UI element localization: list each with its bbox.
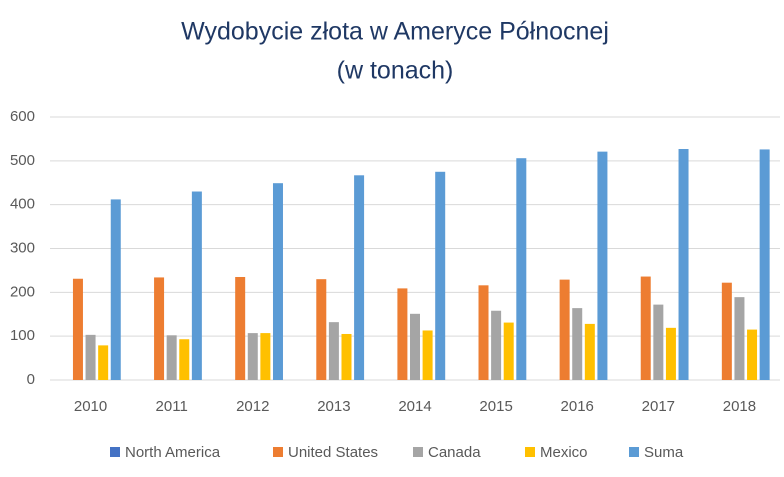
legend-label: United States xyxy=(288,444,378,461)
bar xyxy=(597,151,608,380)
bar xyxy=(747,329,758,380)
bar xyxy=(410,313,420,380)
bar xyxy=(435,171,446,380)
bar xyxy=(341,333,352,380)
bar xyxy=(572,308,583,380)
bar xyxy=(397,288,408,380)
bar xyxy=(759,149,770,380)
bar xyxy=(260,333,271,380)
x-tick-label: 2011 xyxy=(156,398,188,415)
y-tick-label: 0 xyxy=(27,371,35,388)
legend-swatch xyxy=(110,447,120,457)
bar xyxy=(734,297,745,380)
legend-label: Mexico xyxy=(540,444,588,461)
y-tick-label: 500 xyxy=(10,152,35,169)
bar xyxy=(328,322,339,380)
legend-label: North America xyxy=(125,444,221,461)
bar xyxy=(316,279,327,380)
x-tick-label: 2010 xyxy=(74,398,107,415)
chart-subtitle: (w tonach) xyxy=(337,57,454,85)
bar xyxy=(235,276,246,380)
legend-swatch xyxy=(273,447,283,457)
chart-title: Wydobycie złota w Ameryce Północnej xyxy=(181,18,609,46)
bar xyxy=(653,304,664,380)
bar xyxy=(154,277,165,380)
legend-label: Suma xyxy=(644,444,684,461)
y-tick-label: 200 xyxy=(10,283,35,300)
y-tick-label: 600 xyxy=(10,108,35,125)
bar xyxy=(665,327,676,380)
y-tick-label: 300 xyxy=(10,239,35,256)
x-tick-label: 2017 xyxy=(642,398,675,415)
bar xyxy=(110,199,121,380)
x-tick-label: 2014 xyxy=(398,398,431,415)
y-tick-label: 100 xyxy=(10,327,35,344)
bar xyxy=(354,175,365,380)
y-tick-label: 400 xyxy=(10,196,35,213)
x-tick-label: 2016 xyxy=(561,398,594,415)
bar xyxy=(272,183,283,380)
legend-swatch xyxy=(413,447,423,457)
bar xyxy=(179,339,190,380)
bar xyxy=(98,345,109,380)
bar xyxy=(247,333,258,380)
legend-swatch xyxy=(629,447,639,457)
bar xyxy=(503,322,514,380)
bar xyxy=(72,278,83,380)
legend-swatch xyxy=(525,447,535,457)
bar xyxy=(516,158,527,380)
bar xyxy=(85,334,96,380)
bar xyxy=(422,330,433,380)
bar xyxy=(491,310,502,380)
bar xyxy=(721,282,732,380)
bar xyxy=(584,323,595,380)
bar xyxy=(678,148,689,380)
x-tick-label: 2018 xyxy=(723,398,756,415)
bar xyxy=(191,191,202,380)
bar xyxy=(640,276,651,380)
x-tick-label: 2012 xyxy=(236,398,269,415)
bar xyxy=(166,335,177,380)
x-tick-label: 2015 xyxy=(479,398,512,415)
bar xyxy=(559,279,570,380)
x-tick-label: 2013 xyxy=(317,398,350,415)
bar xyxy=(478,285,489,380)
legend-label: Canada xyxy=(428,444,481,461)
